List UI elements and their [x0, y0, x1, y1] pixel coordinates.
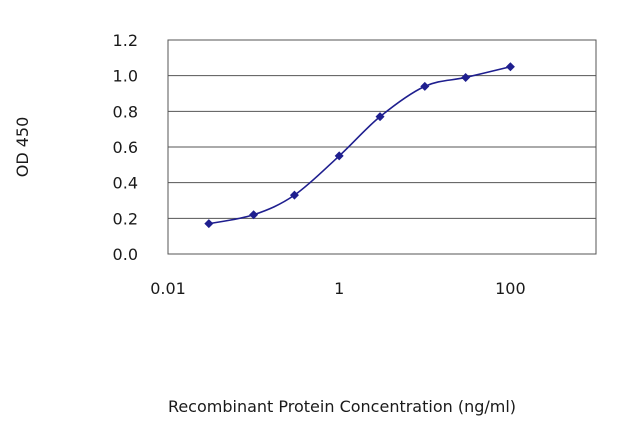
y-tick-label: 1.0: [113, 67, 138, 86]
y-tick-label: 0.2: [113, 209, 138, 228]
y-tick-label: 0.8: [113, 102, 138, 121]
y-tick-labels: 0.0 0.2 0.4 0.6 0.8 1.0 1.2: [113, 31, 138, 264]
x-tick-label: 100: [495, 279, 526, 298]
x-tick-labels: 0.01 1 100: [150, 279, 525, 298]
y-tick-label: 0.6: [113, 138, 138, 157]
y-tick-label: 1.2: [113, 31, 138, 50]
data-point: [505, 62, 515, 72]
data-point: [375, 112, 385, 122]
x-tick-label: 1: [334, 279, 344, 298]
data-point: [461, 72, 471, 82]
y-tick-label: 0.0: [113, 245, 138, 264]
x-tick-label: 0.01: [150, 279, 186, 298]
data-point: [334, 151, 344, 161]
data-point: [420, 81, 430, 91]
y-tick-label: 0.4: [113, 174, 138, 193]
x-axis-title: Recombinant Protein Concentration (ng/ml…: [168, 397, 516, 416]
data-point: [249, 210, 259, 220]
data-points: [204, 62, 515, 229]
data-point: [204, 219, 214, 229]
data-point: [289, 190, 299, 200]
y-axis-title: OD 450: [13, 117, 32, 178]
